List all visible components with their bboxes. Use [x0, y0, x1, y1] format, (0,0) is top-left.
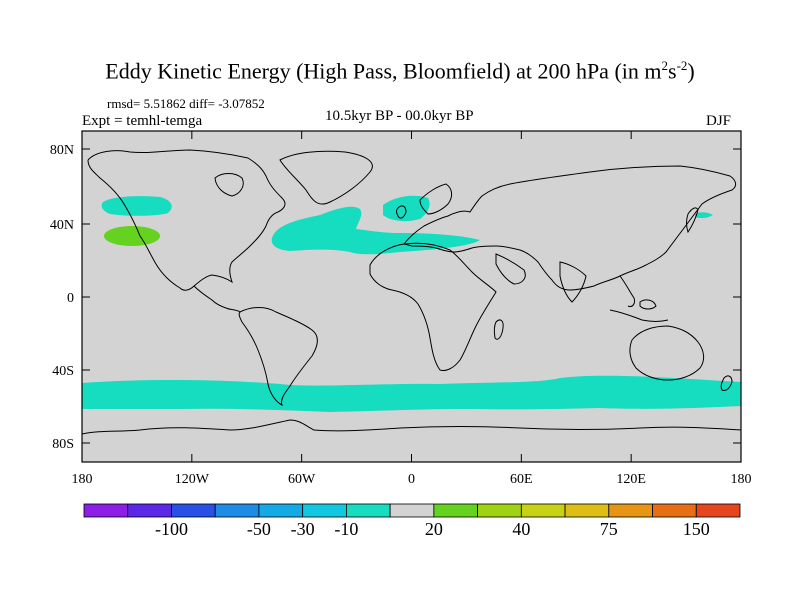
colorbar-swatch: [608, 503, 653, 518]
colorbar-swatch: [127, 503, 172, 518]
colorbar: -100 -50 -30 -10 20 40 75 150: [83, 503, 741, 539]
lat-label: 0: [67, 291, 74, 306]
colorbar-swatch: [171, 503, 216, 518]
colorbar-swatch: [564, 503, 610, 518]
lat-label: 80N: [50, 143, 74, 158]
colorbar-label: -10: [334, 519, 358, 539]
colorbar-swatch: [652, 503, 697, 518]
colorbar-swatch: [520, 503, 566, 518]
colorbar-swatch: [83, 503, 129, 518]
lon-label: 180: [731, 472, 752, 487]
colorbar-label: 40: [512, 519, 530, 539]
colorbar-label: 20: [425, 519, 443, 539]
stats-line: rmsd= 5.51862 diff= -3.07852: [107, 96, 265, 111]
colorbar-swatch: [214, 503, 260, 518]
season-label: DJF: [706, 113, 732, 129]
colorbar-label: -100: [155, 519, 188, 539]
period-subtitle: 10.5kyr BP - 00.0kyr BP: [325, 108, 474, 124]
map-title: Eddy Kinetic Energy (High Pass, Bloomfie…: [105, 58, 695, 84]
coastlines: [82, 149, 741, 435]
colorbar-swatch: [433, 503, 479, 518]
colorbar-label: 150: [683, 519, 710, 539]
field-shading: [82, 195, 741, 412]
north-atlantic-patch: [271, 206, 480, 255]
lon-label: 60E: [510, 472, 533, 487]
lon-label: 60W: [288, 472, 316, 487]
colorbar-swatch: [695, 503, 741, 518]
japan-sea-patch: [695, 212, 713, 219]
colorbar-swatch: [302, 503, 347, 518]
colorbar-swatch: [258, 503, 304, 518]
colorbar-swatch: [345, 503, 391, 518]
southern-ocean-band: [82, 375, 741, 412]
lat-label: 40N: [50, 218, 74, 233]
north-pacific-band: [101, 196, 172, 216]
lon-label: 120E: [616, 472, 646, 487]
lon-label: 120W: [175, 472, 210, 487]
colorbar-label: -30: [291, 519, 315, 539]
colorbar-swatch: [389, 503, 435, 518]
lat-label: 80S: [52, 437, 74, 452]
latitude-axis: 80N 40N 0 40S 80S: [50, 143, 741, 452]
colorbar-label: 75: [600, 519, 618, 539]
colorbar-label: -50: [247, 519, 271, 539]
longitude-axis: 180 120W 60W 0 60E 120E 180: [72, 131, 752, 487]
lon-label: 180: [72, 472, 93, 487]
lon-label: 0: [408, 472, 415, 487]
experiment-label: Expt = temhl-temga: [82, 113, 203, 129]
lat-label: 40S: [52, 364, 74, 379]
map-plot-area: [82, 131, 741, 462]
north-pacific-positive-patch: [104, 226, 160, 246]
north-sea-patch: [383, 195, 430, 222]
colorbar-swatch: [477, 503, 522, 518]
